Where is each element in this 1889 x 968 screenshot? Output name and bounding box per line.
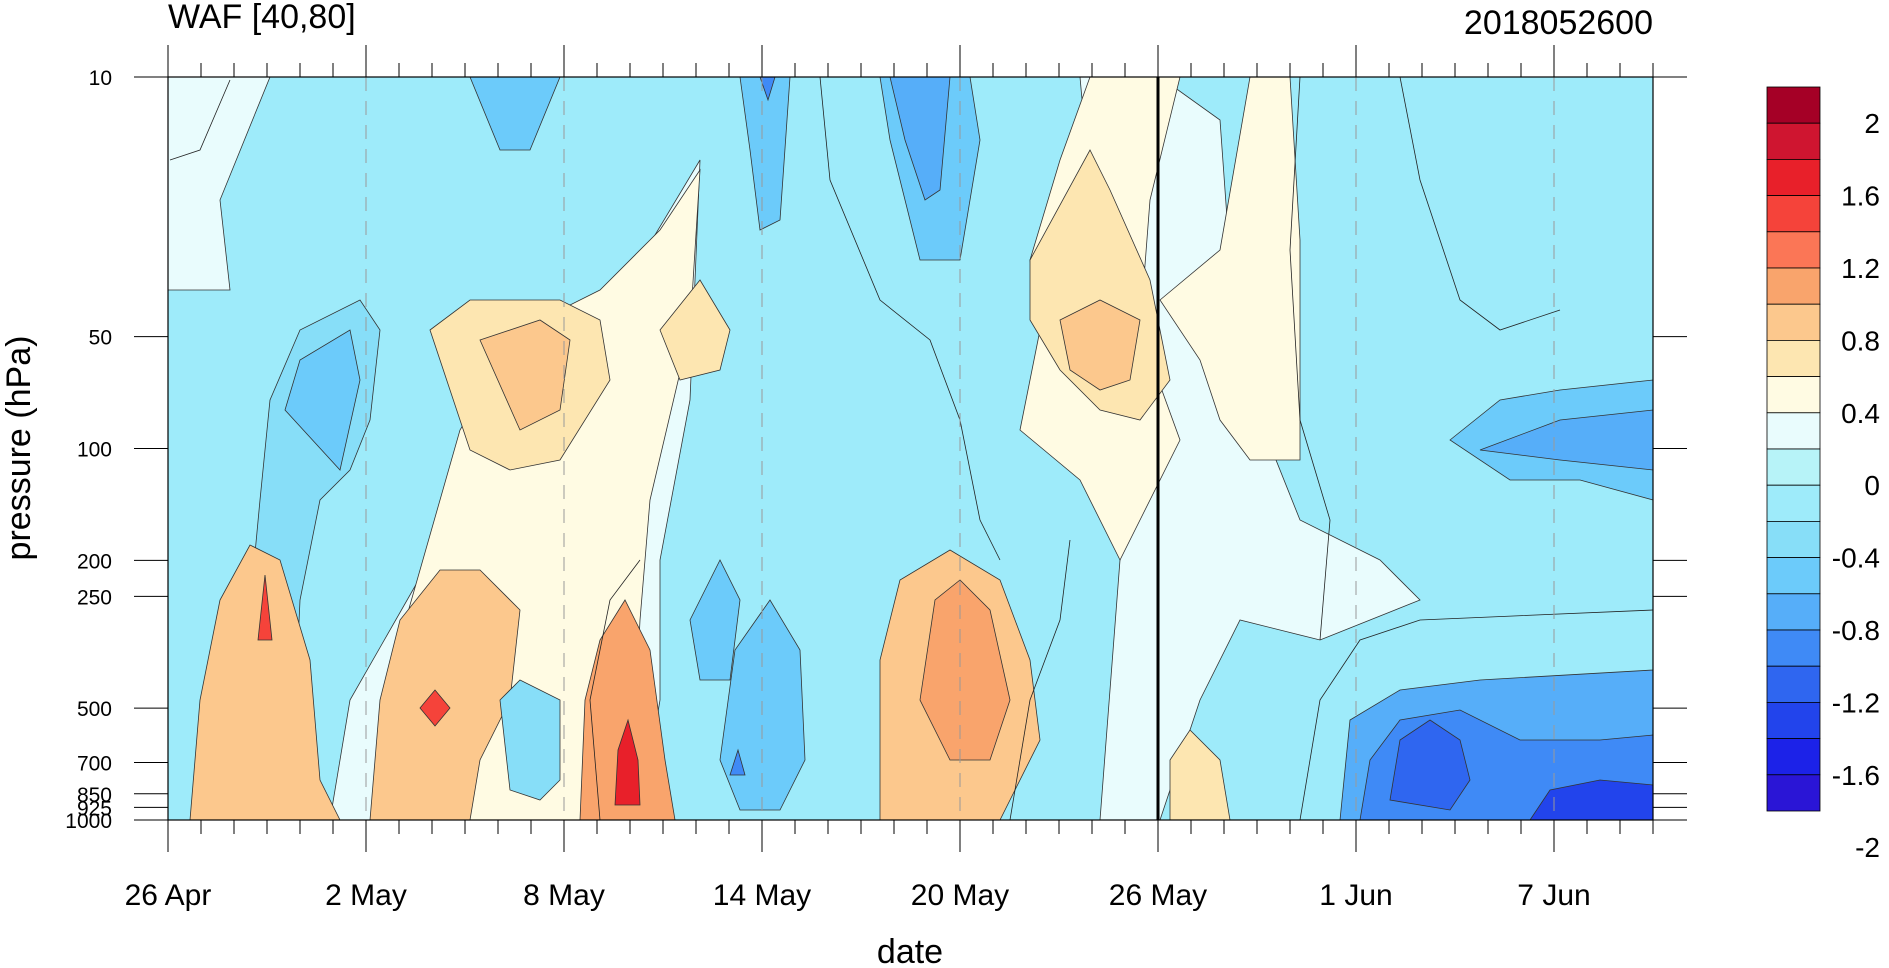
y-tick-label: 50	[89, 327, 112, 350]
colorbar-label: 0.4	[1841, 398, 1880, 429]
colorbar-label: -0.8	[1832, 615, 1880, 646]
contour-line-7	[1399, 77, 1561, 331]
x-tick-label: 2 May	[325, 879, 407, 912]
contour-line-6	[819, 77, 1001, 561]
x-grid	[365, 77, 1555, 820]
contour-pos-mid3-core	[614, 718, 641, 806]
colorbar-swatch	[1766, 557, 1821, 595]
contour-pos-right2	[1029, 149, 1171, 421]
colorbar-swatch	[1766, 593, 1821, 631]
contour-line-1	[169, 79, 231, 161]
y-tick-label: 700	[77, 752, 112, 775]
contour-line-4	[1299, 609, 1653, 820]
y-tick-label: 250	[77, 586, 112, 609]
colorbar-label: 2	[1864, 108, 1880, 139]
colorbar-swatch	[1766, 339, 1821, 377]
colorbar: 2 1.6 1.2 0.8 0.4 0 -0.4 -0.8 -1.2 -1.6 -2	[1766, 86, 1880, 863]
contour-line-2	[589, 559, 641, 820]
colorbar-swatch	[1766, 195, 1821, 233]
plot-area	[168, 77, 1653, 820]
x-tick-label: 7 Jun	[1517, 879, 1590, 912]
colorbar-swatch	[1766, 86, 1821, 124]
contour-neg-mid3	[499, 679, 561, 801]
x-tick-label: 26 May	[1109, 879, 1207, 912]
contour-neg-right-upper-core	[1479, 409, 1653, 471]
contour-fills	[168, 77, 1653, 820]
contour-pos-right1-band	[919, 579, 1011, 761]
colorbar-swatch	[1766, 158, 1821, 196]
contour-blue-top-2	[739, 77, 791, 231]
colorbar-swatch	[1766, 231, 1821, 269]
contour-blue-left-core	[284, 329, 361, 471]
contour-pos-mid1-core	[419, 689, 451, 727]
contour-neg-right-deep	[1529, 779, 1653, 820]
contour-pos-mid3	[579, 599, 676, 820]
contour-pos-mid4	[659, 279, 731, 381]
colorbar-swatch	[1766, 412, 1821, 450]
colorbar-swatch	[1766, 738, 1821, 776]
colorbar-swatch	[1766, 665, 1821, 703]
x-tick-label: 8 May	[523, 879, 605, 912]
y-axis-label: pressure (hPa)	[0, 336, 38, 561]
colorbar-label: 0.8	[1841, 325, 1880, 356]
contour-line-3	[1009, 539, 1071, 820]
contour-pos-mid1	[369, 569, 521, 820]
contour-pos-right3	[1169, 729, 1231, 820]
x-tick-label: 14 May	[713, 879, 811, 912]
colorbar-swatch	[1766, 448, 1821, 486]
contour-pos-right2-core	[1059, 299, 1141, 391]
contour-near-zero-left	[168, 77, 271, 291]
contour-neg-mid2	[689, 559, 741, 681]
contour-pos-left-core	[257, 574, 273, 641]
contour-lines	[169, 77, 1653, 820]
colorbar-swatch	[1766, 774, 1821, 812]
contour-neg-right-core	[1389, 719, 1471, 811]
chart-subtitle: 2018052600	[1464, 4, 1653, 42]
y-tick-label: 850	[77, 784, 112, 807]
y-tick-label: 1000	[65, 810, 112, 833]
chart-title: WAF [40,80]	[168, 0, 356, 36]
x-tick-label: 20 May	[911, 879, 1009, 912]
contour-pos-mid2-core	[479, 319, 571, 431]
colorbar-swatch	[1766, 629, 1821, 667]
colorbar-label: 1.2	[1841, 253, 1880, 284]
colorbar-label: -1.2	[1832, 687, 1880, 718]
colorbar-label: -0.4	[1832, 543, 1880, 574]
y-tick-label: 925	[77, 797, 112, 820]
colorbar-label: -1.6	[1832, 760, 1880, 791]
contour-blue-top-4	[889, 77, 951, 201]
contour-blue-top-1	[469, 77, 561, 151]
colorbar-swatch	[1766, 484, 1821, 522]
contour-zero-right	[1159, 77, 1301, 461]
x-axis-ticks: 26 Apr 2 May 8 May 14 May 20 May 26 May 1 Jun 7…	[125, 45, 1654, 912]
contour-line-5	[1289, 77, 1331, 641]
colorbar-label: -2	[1855, 832, 1880, 863]
colorbar-swatch	[1766, 122, 1821, 160]
y-tick-label: 500	[77, 698, 112, 721]
colorbar-swatch	[1766, 521, 1821, 559]
contour-pos-left	[189, 544, 341, 820]
contour-blue-top-5	[759, 77, 776, 102]
contour-neg-mid1-core	[729, 748, 746, 776]
colorbar-label: 0	[1864, 470, 1880, 501]
y-tick-label: 100	[77, 439, 112, 462]
y-tick-label: 200	[77, 550, 112, 573]
colorbar-swatch	[1766, 702, 1821, 740]
colorbar-swatch	[1766, 303, 1821, 341]
x-tick-label: 1 Jun	[1319, 879, 1392, 912]
x-tick-label: 26 Apr	[125, 879, 212, 912]
colorbar-swatch	[1766, 267, 1821, 305]
colorbar-swatch	[1766, 376, 1821, 414]
x-axis-label: date	[877, 933, 943, 968]
colorbar-label: 1.6	[1841, 181, 1880, 212]
y-tick-label: 10	[89, 67, 112, 90]
